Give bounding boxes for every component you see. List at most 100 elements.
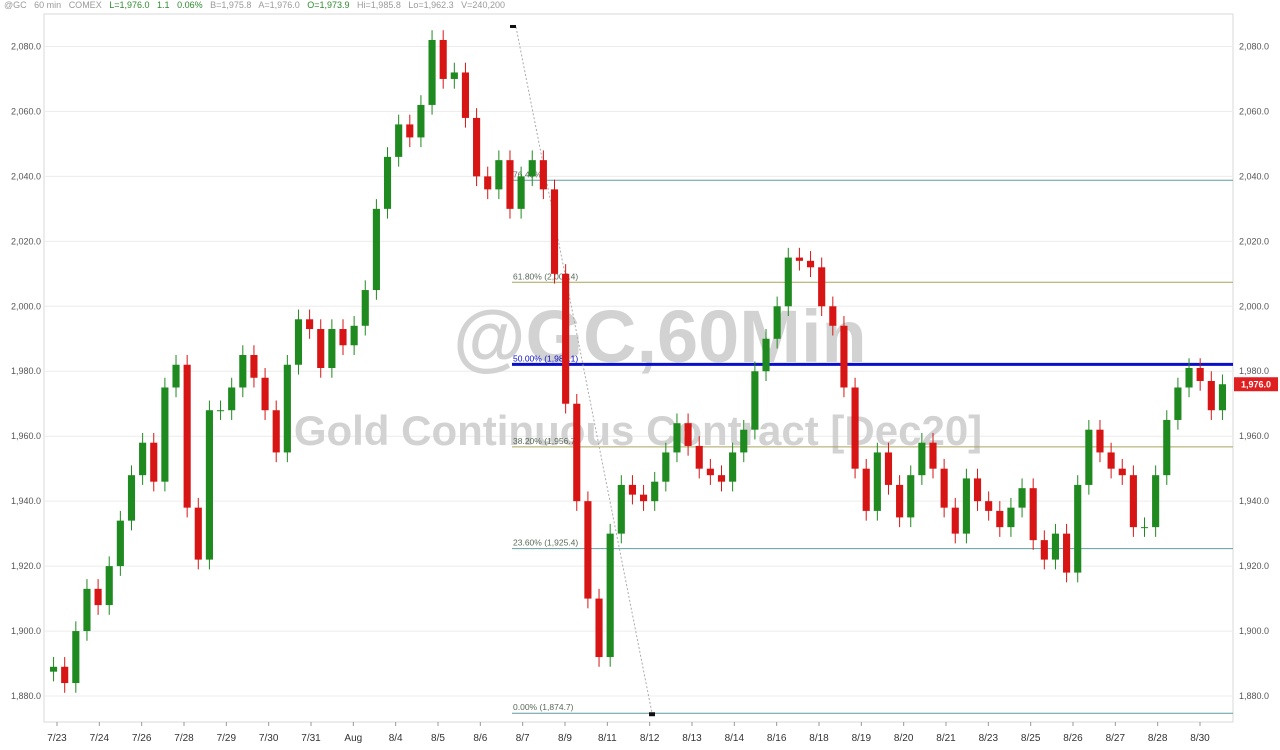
y-tick-label: 1,940.0 [1239, 496, 1269, 506]
candle-body [283, 364, 291, 453]
candle-body [239, 355, 247, 388]
x-tick-label: 8/7 [516, 733, 530, 744]
watermark-contract: Gold Continuous Contract [Dec20] [294, 407, 982, 454]
candle-body [1007, 507, 1015, 528]
candle-body [695, 445, 703, 469]
candle-body [1152, 475, 1160, 528]
candle-body [996, 510, 1004, 528]
candle-body [216, 410, 225, 412]
candle-body [528, 160, 536, 177]
y-tick-label: 2,020.0 [11, 236, 41, 246]
candle-body [473, 117, 481, 177]
candle-body [1218, 384, 1226, 411]
candle-body [272, 410, 280, 453]
x-tick-label: 8/4 [389, 733, 403, 744]
candle-body [261, 377, 269, 411]
candle-body [584, 501, 592, 599]
candle-body [918, 442, 926, 476]
candle-body [1107, 452, 1115, 469]
y-tick-label: 2,000.0 [11, 301, 41, 311]
candle-body [929, 442, 937, 469]
x-tick-label: 8/25 [1021, 733, 1041, 744]
y-tick-label: 2,080.0 [1239, 41, 1269, 51]
candle-body [951, 507, 959, 534]
y-tick-label: 2,000.0 [1239, 301, 1269, 311]
x-axis: 7/23 7/24 7/26 7/28 7/29 7/30 7/31 Aug 8/4 8/5 8/6… [47, 722, 1210, 744]
candle-body [985, 501, 993, 511]
fibonacci-retracement: 76.40% 61.80% (2,007.4) 50.00% (1,982.1) 38… [510, 24, 1233, 717]
candle-body [617, 484, 625, 534]
x-tick-label: 7/26 [132, 733, 152, 744]
y-tick-label: 1,880.0 [11, 691, 41, 701]
y-tick-label: 1,980.0 [11, 366, 41, 376]
candle-body [439, 39, 447, 79]
candle-body [161, 387, 169, 482]
change-readout: 1.1 [157, 0, 170, 10]
candle-body [517, 176, 525, 209]
y-tick-label: 1,900.0 [1239, 626, 1269, 636]
candle-body [762, 338, 770, 372]
exchange-label: COMEX [68, 0, 102, 10]
x-tick-label: 8/27 [1106, 733, 1126, 744]
low-readout: Lo=1,962.3 [408, 0, 454, 10]
candle-body [862, 468, 870, 511]
candle-body [350, 325, 358, 346]
x-tick-label: 8/11 [598, 733, 617, 744]
candle-body [851, 387, 859, 469]
fib-anchor-high [510, 24, 516, 28]
fib-label: 23.60% (1,925.4) [513, 538, 578, 548]
fib-label: 50.00% (1,982.1) [513, 353, 578, 363]
y-tick-label: 2,040.0 [1239, 171, 1269, 181]
candle-body [372, 208, 380, 291]
candle-body [573, 403, 581, 502]
y-tick-label: 2,080.0 [11, 41, 41, 51]
candle-body [973, 478, 982, 502]
x-tick-label: 8/28 [1148, 733, 1168, 744]
candle-body [873, 452, 881, 511]
y-tick-label: 1,960.0 [11, 431, 41, 441]
candlesticks [50, 30, 1226, 693]
candle-body [550, 189, 559, 274]
x-tick-label: 7/24 [90, 733, 110, 744]
candle-body [773, 306, 781, 339]
candle-body [717, 475, 726, 482]
candle-body [306, 319, 314, 330]
last-price-marker: 1,976.0 [1234, 377, 1278, 392]
candle-body [250, 355, 258, 378]
candle-body [61, 666, 69, 684]
candle-body [1163, 419, 1171, 476]
candle-body [740, 429, 748, 453]
candle-body [1085, 429, 1093, 485]
candle-body [72, 631, 80, 684]
candle-body [806, 260, 815, 268]
candle-body [94, 588, 102, 606]
candle-body [228, 387, 236, 411]
x-tick-label: 7/28 [174, 733, 194, 744]
symbol-label: @GC [4, 0, 27, 10]
candle-body [595, 598, 603, 658]
change-pct-readout: 0.06% [177, 0, 203, 10]
candle-body [840, 325, 848, 388]
candle-body [506, 160, 514, 209]
candle-body [395, 124, 403, 157]
x-tick-label: 8/20 [894, 733, 914, 744]
candle-body [317, 329, 325, 368]
fib-anchor-low [649, 712, 655, 717]
x-tick-label: Aug [344, 733, 362, 744]
candle-body [539, 160, 547, 190]
candle-body [562, 273, 570, 404]
y-tick-label: 2,020.0 [1239, 236, 1269, 246]
y-tick-label: 1,940.0 [11, 496, 41, 506]
candle-body [361, 290, 369, 326]
last-price-tag [1234, 377, 1278, 392]
candle-body [428, 39, 436, 105]
candle-body [417, 104, 425, 138]
x-tick-label: 8/12 [640, 733, 660, 744]
x-tick-label: 8/19 [852, 733, 872, 744]
candle-body [1129, 475, 1137, 528]
candle-body [150, 442, 158, 482]
candle-body [673, 423, 681, 453]
last-price-readout: L=1,976.0 [109, 0, 150, 10]
x-tick-label: 7/29 [217, 733, 237, 744]
